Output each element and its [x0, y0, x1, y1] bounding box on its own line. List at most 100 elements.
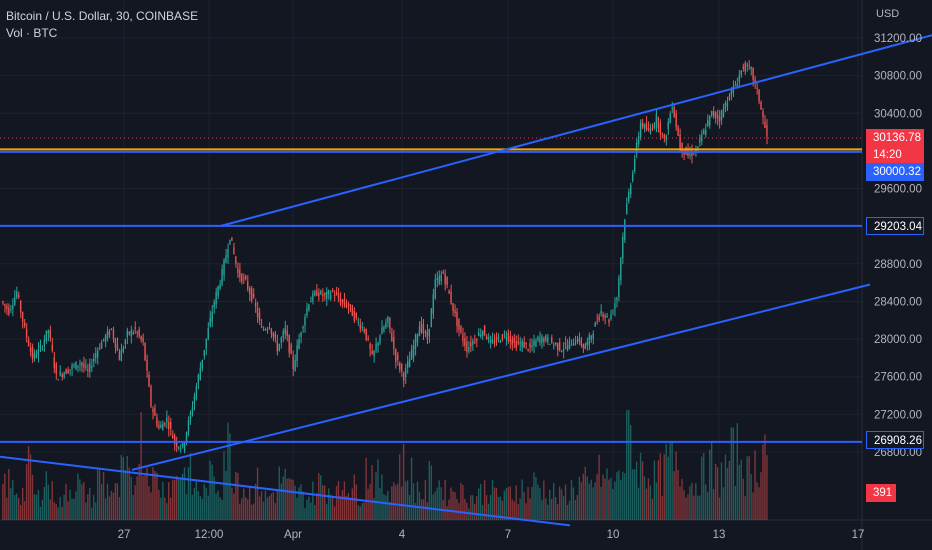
- volume-bar: [665, 443, 667, 520]
- volume-bar: [663, 454, 665, 520]
- candle-body: [456, 311, 458, 326]
- candle-body: [274, 333, 277, 339]
- volume-bar: [584, 466, 586, 520]
- volume-bar: [620, 479, 622, 520]
- candle-body: [655, 114, 658, 125]
- candle-body: [535, 340, 537, 347]
- candle-body: [580, 339, 583, 346]
- time-tick-label: 13: [713, 529, 726, 541]
- candle-body: [661, 133, 663, 135]
- candle-body: [501, 334, 504, 340]
- volume-bar: [282, 476, 284, 520]
- volume-bar: [31, 474, 34, 520]
- volume-bar: [600, 486, 602, 520]
- volume-bar: [120, 454, 123, 520]
- candle-body: [631, 172, 634, 181]
- candle-body: [264, 329, 267, 331]
- volume-bar: [535, 476, 537, 520]
- horizontal-lines: [0, 137, 862, 443]
- candle-body: [333, 295, 336, 297]
- volume-bar: [397, 483, 399, 520]
- candle-body: [693, 154, 695, 156]
- candle-body: [262, 329, 265, 331]
- candle-body: [412, 345, 415, 358]
- volume-bar: [87, 494, 89, 520]
- candle-body: [278, 343, 280, 351]
- volume-bar: [438, 480, 440, 520]
- volume-bar: [353, 474, 355, 520]
- volume-bar: [485, 495, 488, 520]
- volume-bar: [98, 470, 101, 520]
- volume-bar: [14, 494, 16, 520]
- volume-bar: [260, 491, 263, 520]
- volume-bar: [539, 488, 541, 520]
- candle-body: [112, 329, 115, 339]
- volume-bar: [406, 480, 409, 520]
- candle-body: [525, 342, 527, 345]
- volume-bar: [655, 482, 658, 520]
- candle-body: [369, 344, 371, 349]
- volume-bar: [140, 412, 142, 520]
- volume-bar: [628, 410, 630, 520]
- volume-bar: [114, 483, 117, 520]
- volume-bar: [45, 471, 48, 520]
- candle-body: [126, 330, 128, 337]
- countdown-tag: 14:20: [866, 146, 924, 164]
- candle-body: [122, 348, 125, 352]
- candle-body: [726, 102, 729, 107]
- volume-bar: [375, 472, 377, 520]
- volume-bar: [146, 467, 148, 520]
- candle-body: [529, 343, 531, 348]
- volume-bar: [517, 504, 519, 520]
- volume-bar: [553, 482, 555, 520]
- volume-bar: [75, 491, 77, 520]
- volume-bar: [223, 451, 225, 520]
- candle-body: [237, 267, 239, 273]
- candle-body: [17, 294, 20, 298]
- volume-bar: [171, 480, 174, 520]
- volume-bar: [699, 495, 701, 520]
- candle-body: [223, 260, 225, 276]
- price-tick-label: 26800.00: [874, 447, 922, 459]
- candle-body: [175, 441, 178, 447]
- candle-body: [554, 342, 557, 344]
- volume-bar: [456, 498, 458, 520]
- volume-bar: [312, 481, 314, 520]
- candle-body: [472, 341, 474, 345]
- volume-bar: [331, 495, 334, 520]
- volume-bar: [509, 486, 511, 520]
- candle-body: [503, 334, 506, 336]
- volume-bar: [280, 483, 282, 520]
- volume-bar: [37, 489, 40, 520]
- volume-bar: [440, 487, 442, 520]
- candle-body: [724, 102, 727, 109]
- volume-bar: [243, 488, 245, 520]
- volume-bar: [365, 458, 367, 520]
- candle-body: [53, 357, 55, 368]
- volume-bar: [175, 475, 178, 520]
- volume-bar: [728, 460, 731, 520]
- price-tick-label: 27600.00: [874, 372, 922, 384]
- candle-body: [584, 344, 586, 350]
- candle-body: [710, 110, 713, 116]
- candle-body: [168, 421, 170, 430]
- candle-body: [256, 307, 259, 318]
- candle-body: [100, 342, 103, 349]
- candle-body: [312, 292, 314, 302]
- volume-bar: [49, 499, 51, 520]
- candle-body: [424, 331, 427, 333]
- candle-body: [306, 308, 308, 316]
- volume-bar: [432, 494, 434, 520]
- volume-bar: [89, 487, 91, 520]
- candle-body: [521, 341, 523, 348]
- volume-bar: [724, 454, 727, 520]
- volume-bar: [377, 459, 379, 520]
- volume-bar: [614, 481, 616, 520]
- volume-bar: [160, 497, 162, 520]
- candle-body: [171, 434, 174, 439]
- candle-body: [610, 314, 612, 319]
- candle-body: [294, 360, 296, 371]
- volume-bar: [361, 502, 363, 520]
- candle-body: [450, 291, 452, 304]
